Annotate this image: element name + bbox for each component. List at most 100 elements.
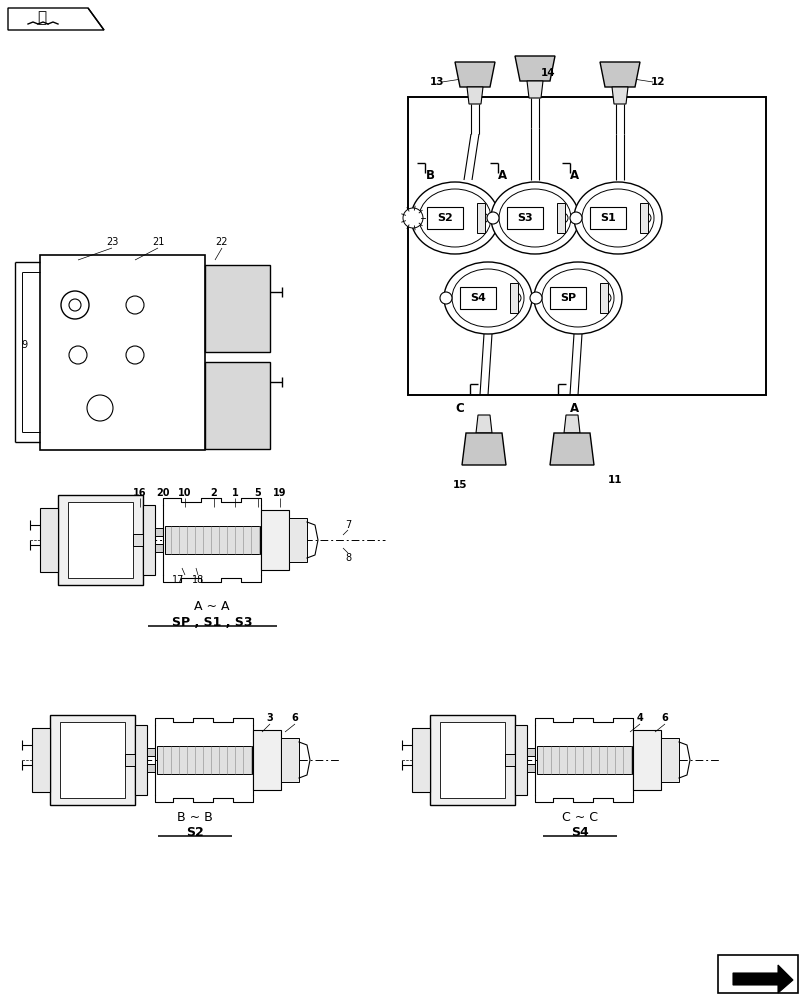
Bar xyxy=(289,518,307,562)
Text: S4: S4 xyxy=(470,293,485,303)
Bar xyxy=(504,754,519,766)
Bar xyxy=(590,207,625,229)
Ellipse shape xyxy=(581,189,653,247)
Circle shape xyxy=(557,213,568,223)
Polygon shape xyxy=(564,415,579,433)
Bar xyxy=(509,283,517,313)
Text: 19: 19 xyxy=(273,488,286,498)
Ellipse shape xyxy=(491,182,578,254)
Text: B: B xyxy=(425,169,434,182)
Text: 4: 4 xyxy=(636,713,642,723)
Bar xyxy=(135,725,147,795)
Circle shape xyxy=(402,208,423,228)
Text: S2: S2 xyxy=(186,826,204,839)
Circle shape xyxy=(640,213,650,223)
Bar xyxy=(506,207,543,229)
Circle shape xyxy=(600,293,610,303)
Text: 1: 1 xyxy=(231,488,238,498)
Text: SP , S1 , S3: SP , S1 , S3 xyxy=(172,615,252,628)
Bar xyxy=(411,728,430,792)
Circle shape xyxy=(530,292,541,304)
Polygon shape xyxy=(526,81,543,98)
Bar xyxy=(60,722,125,798)
Bar xyxy=(514,725,526,795)
Ellipse shape xyxy=(534,262,621,334)
Text: B ~ B: B ~ B xyxy=(177,811,212,824)
Bar xyxy=(253,730,281,790)
Text: 8: 8 xyxy=(345,553,350,563)
Bar xyxy=(476,203,484,233)
Text: C ~ C: C ~ C xyxy=(561,811,597,824)
Bar xyxy=(660,738,678,782)
Text: 10: 10 xyxy=(178,488,191,498)
Circle shape xyxy=(406,212,418,224)
Bar xyxy=(717,955,797,993)
Bar xyxy=(204,362,270,449)
Bar xyxy=(147,764,155,772)
Text: 3: 3 xyxy=(266,713,273,723)
Ellipse shape xyxy=(410,182,499,254)
Circle shape xyxy=(126,346,144,364)
Bar xyxy=(204,265,270,352)
Polygon shape xyxy=(461,433,505,465)
Text: 11: 11 xyxy=(607,475,621,485)
Text: 21: 21 xyxy=(152,237,164,247)
Text: 2: 2 xyxy=(210,488,217,498)
Text: 6: 6 xyxy=(291,713,298,723)
Bar xyxy=(50,715,135,805)
Text: A ~ A: A ~ A xyxy=(194,600,230,613)
Circle shape xyxy=(510,293,521,303)
Bar xyxy=(155,528,163,536)
Bar xyxy=(155,544,163,552)
Bar xyxy=(40,255,204,450)
Text: A: A xyxy=(570,169,579,182)
Bar xyxy=(407,97,765,395)
Ellipse shape xyxy=(452,269,523,327)
Bar xyxy=(125,754,139,766)
Ellipse shape xyxy=(444,262,531,334)
Ellipse shape xyxy=(573,182,661,254)
Ellipse shape xyxy=(499,189,570,247)
Ellipse shape xyxy=(418,189,491,247)
Bar xyxy=(536,746,631,774)
Circle shape xyxy=(69,346,87,364)
Bar xyxy=(143,505,155,575)
Polygon shape xyxy=(549,433,594,465)
Text: S3: S3 xyxy=(517,213,532,223)
Bar xyxy=(427,207,462,229)
Text: 17: 17 xyxy=(172,575,184,585)
Text: 15: 15 xyxy=(453,480,466,490)
Text: SP: SP xyxy=(560,293,575,303)
Text: 9: 9 xyxy=(21,340,27,350)
Bar xyxy=(58,495,143,585)
Circle shape xyxy=(61,291,89,319)
Text: S2: S2 xyxy=(436,213,453,223)
Circle shape xyxy=(569,212,581,224)
Text: 14: 14 xyxy=(540,68,555,78)
Bar xyxy=(281,738,298,782)
Ellipse shape xyxy=(541,269,613,327)
Text: 23: 23 xyxy=(105,237,118,247)
Polygon shape xyxy=(611,87,627,104)
Circle shape xyxy=(87,395,113,421)
Text: 6: 6 xyxy=(661,713,667,723)
Circle shape xyxy=(440,292,452,304)
Text: 18: 18 xyxy=(191,575,204,585)
Text: 20: 20 xyxy=(156,488,169,498)
Bar xyxy=(68,502,133,578)
Bar xyxy=(260,510,289,570)
Text: S4: S4 xyxy=(570,826,588,839)
Polygon shape xyxy=(454,62,495,87)
Polygon shape xyxy=(475,415,491,433)
Circle shape xyxy=(69,299,81,311)
Text: 12: 12 xyxy=(650,77,664,87)
Circle shape xyxy=(487,212,499,224)
Bar xyxy=(430,715,514,805)
Polygon shape xyxy=(514,56,554,81)
Bar xyxy=(165,526,260,554)
Bar xyxy=(556,203,564,233)
Bar xyxy=(157,746,251,774)
Bar xyxy=(526,748,534,756)
Text: A: A xyxy=(498,169,507,182)
Text: 13: 13 xyxy=(429,77,444,87)
